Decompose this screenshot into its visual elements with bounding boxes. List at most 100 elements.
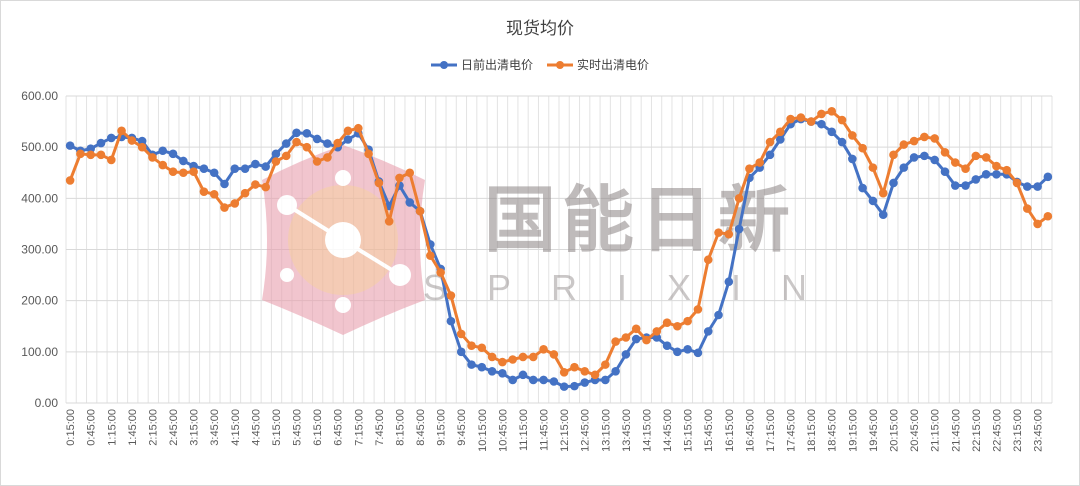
- data-point-0: [950, 181, 960, 190]
- data-point-0: [508, 375, 517, 385]
- x-tick-label: 17:45:00: [786, 409, 798, 452]
- data-point-1: [323, 153, 332, 162]
- x-tick-label: 19:15:00: [847, 409, 859, 452]
- x-tick-label: 21:15:00: [930, 409, 942, 452]
- data-point-1: [467, 341, 476, 350]
- x-tick-label: 16:15:00: [724, 409, 736, 452]
- legend-marker-day-ahead: [430, 60, 457, 69]
- data-point-1: [158, 160, 168, 170]
- x-tick-label: 6:45:00: [333, 409, 345, 446]
- data-point-1: [343, 126, 353, 136]
- data-point-0: [817, 119, 826, 129]
- data-point-1: [354, 123, 363, 133]
- data-point-1: [714, 228, 723, 237]
- x-tick-label: 17:15:00: [765, 409, 777, 452]
- data-point-0: [703, 327, 713, 336]
- x-tick-label: 9:15:00: [436, 409, 448, 446]
- data-point-1: [209, 189, 219, 199]
- data-point-1: [106, 155, 116, 165]
- data-point-0: [86, 144, 96, 154]
- x-tick-label: 13:45:00: [621, 409, 633, 452]
- x-tick-label: 4:15:00: [230, 409, 242, 446]
- data-point-1: [76, 149, 85, 159]
- x-tick-label: 20:15:00: [888, 409, 900, 452]
- data-point-1: [940, 147, 950, 157]
- data-point-1: [961, 164, 970, 173]
- data-point-0: [580, 378, 590, 387]
- y-tick-label: 300.00: [21, 243, 58, 257]
- data-point-0: [220, 179, 229, 189]
- data-point-1: [662, 318, 672, 327]
- data-point-0: [601, 375, 610, 385]
- data-point-0: [889, 178, 898, 188]
- data-point-0: [477, 362, 487, 372]
- data-point-1: [271, 157, 281, 166]
- x-tick-label: 7:45:00: [374, 409, 386, 446]
- x-tick-label: 4:45:00: [250, 409, 262, 446]
- x-tick-label: 22:15:00: [971, 409, 983, 452]
- data-point-0: [240, 164, 250, 173]
- watermark-logo: [262, 145, 425, 335]
- data-point-1: [230, 199, 240, 208]
- legend-marker-real-time: [547, 60, 573, 69]
- data-point-1: [426, 251, 435, 260]
- x-tick-label: 11:15:00: [518, 409, 530, 451]
- data-point-0: [971, 175, 981, 184]
- data-point-1: [601, 360, 610, 369]
- data-point-1: [1043, 211, 1053, 221]
- x-tick-label: 20:45:00: [909, 409, 921, 452]
- data-point-1: [909, 136, 919, 146]
- data-point-1: [65, 176, 75, 185]
- x-tick-label: 21:45:00: [950, 409, 962, 452]
- data-point-0: [930, 155, 939, 165]
- data-point-1: [405, 168, 415, 178]
- data-point-0: [683, 344, 692, 354]
- x-tick-label: 8:45:00: [415, 409, 427, 446]
- legend-item-real-time: 实时出清电价: [547, 56, 649, 73]
- data-point-0: [1022, 182, 1032, 191]
- data-point-1: [559, 368, 569, 377]
- data-point-0: [1043, 172, 1053, 182]
- data-point-1: [127, 136, 137, 145]
- x-tick-label: 3:45:00: [209, 409, 221, 446]
- x-tick-label: 2:15:00: [147, 409, 159, 446]
- x-tick-label: 12:15:00: [559, 409, 571, 452]
- data-point-1: [992, 161, 1001, 171]
- data-point-0: [868, 196, 878, 206]
- data-point-1: [899, 140, 909, 149]
- data-point-0: [724, 277, 734, 287]
- data-point-1: [148, 153, 157, 162]
- data-point-1: [642, 335, 651, 345]
- x-tick-label: 5:45:00: [292, 409, 304, 446]
- data-point-0: [539, 375, 548, 385]
- data-point-1: [251, 180, 260, 189]
- data-point-1: [1022, 204, 1032, 213]
- logo-node-icon: [280, 268, 294, 282]
- x-tick-label: 0:15:00: [65, 409, 77, 446]
- x-tick-label: 5:15:00: [271, 409, 283, 446]
- data-point-0: [827, 127, 837, 137]
- data-point-1: [261, 182, 270, 192]
- data-point-0: [1033, 182, 1042, 191]
- data-point-1: [1033, 219, 1042, 229]
- data-point-1: [1012, 178, 1022, 188]
- data-point-0: [261, 162, 270, 171]
- data-point-1: [673, 321, 682, 331]
- data-point-1: [292, 137, 301, 147]
- data-point-0: [559, 382, 569, 391]
- data-point-1: [498, 357, 507, 367]
- data-point-0: [179, 156, 188, 166]
- x-tick-label: 22:45:00: [991, 409, 1003, 452]
- data-point-1: [446, 291, 456, 300]
- data-point-0: [528, 375, 538, 385]
- x-tick-label: 9:45:00: [456, 409, 468, 446]
- data-point-0: [940, 167, 950, 177]
- data-point-0: [312, 134, 322, 144]
- data-point-0: [302, 129, 312, 138]
- data-point-1: [652, 327, 662, 336]
- x-tick-label: 19:45:00: [868, 409, 880, 452]
- data-point-0: [343, 135, 353, 144]
- data-point-0: [323, 139, 332, 148]
- legend-item-day-ahead: 日前出清电价: [430, 56, 533, 73]
